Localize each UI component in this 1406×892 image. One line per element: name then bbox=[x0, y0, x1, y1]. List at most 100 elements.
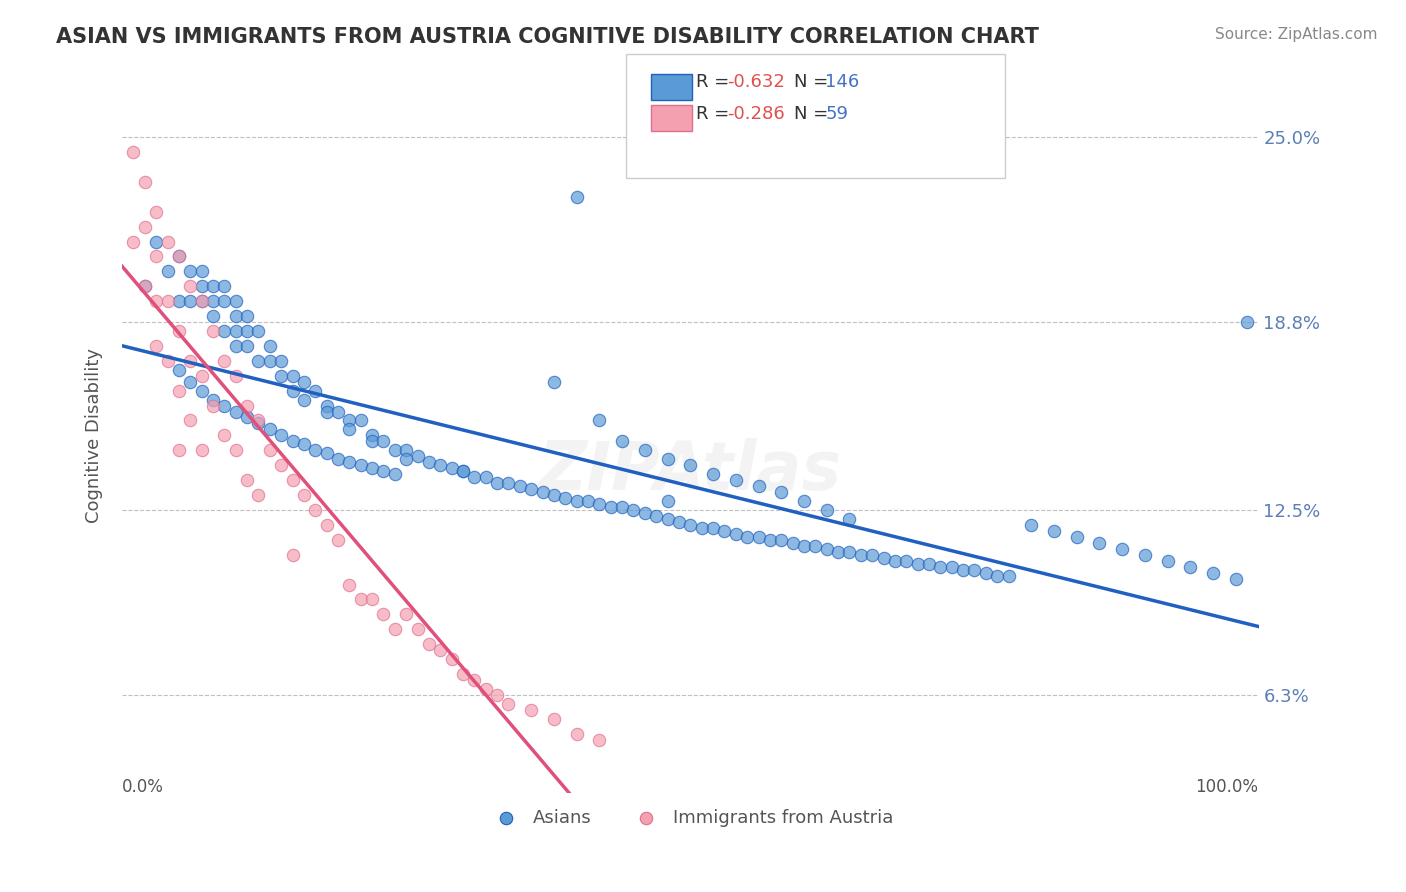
Point bbox=[793, 539, 815, 553]
Point bbox=[225, 443, 247, 458]
Point bbox=[429, 643, 451, 657]
Point bbox=[225, 294, 247, 309]
Point bbox=[326, 404, 349, 418]
Point bbox=[724, 526, 747, 541]
Point bbox=[304, 443, 326, 458]
Point bbox=[259, 422, 281, 436]
Point bbox=[747, 530, 769, 544]
Point bbox=[225, 368, 247, 383]
Point bbox=[201, 309, 224, 323]
Point bbox=[997, 568, 1019, 582]
Point bbox=[361, 428, 384, 442]
Point bbox=[350, 413, 373, 427]
Point bbox=[304, 384, 326, 398]
Point bbox=[167, 324, 190, 338]
Point bbox=[1236, 315, 1258, 329]
Point bbox=[860, 548, 883, 562]
Point bbox=[315, 399, 337, 413]
Text: R =: R = bbox=[696, 104, 735, 122]
Point bbox=[337, 422, 360, 436]
Point bbox=[167, 294, 190, 309]
Point bbox=[610, 434, 633, 449]
Point bbox=[179, 279, 201, 293]
Point bbox=[657, 494, 679, 508]
Point bbox=[236, 410, 259, 425]
Point bbox=[259, 443, 281, 458]
Point bbox=[918, 557, 941, 571]
Point bbox=[463, 470, 485, 484]
Point bbox=[406, 622, 429, 636]
Point bbox=[565, 190, 588, 204]
Point bbox=[634, 506, 657, 520]
Point bbox=[702, 521, 724, 535]
Point bbox=[259, 354, 281, 368]
Point bbox=[451, 464, 474, 478]
Point bbox=[236, 339, 259, 353]
Point bbox=[1043, 524, 1066, 538]
Point bbox=[201, 399, 224, 413]
Point bbox=[406, 450, 429, 464]
Point bbox=[565, 494, 588, 508]
Point bbox=[315, 404, 337, 418]
Point bbox=[1133, 548, 1156, 562]
Point bbox=[735, 530, 758, 544]
Point bbox=[167, 443, 190, 458]
Point bbox=[247, 354, 270, 368]
Text: ZIPAtlas: ZIPAtlas bbox=[538, 438, 842, 504]
Point bbox=[543, 488, 565, 502]
Point bbox=[236, 309, 259, 323]
Point bbox=[292, 488, 315, 502]
Point bbox=[1019, 517, 1042, 532]
Point bbox=[270, 428, 292, 442]
Point bbox=[451, 464, 474, 478]
Point bbox=[281, 384, 304, 398]
Point bbox=[247, 413, 270, 427]
Point bbox=[395, 443, 418, 458]
Point bbox=[610, 500, 633, 514]
Point bbox=[907, 557, 929, 571]
Point bbox=[292, 392, 315, 407]
Point bbox=[236, 324, 259, 338]
Point bbox=[974, 566, 997, 580]
Point bbox=[440, 652, 463, 666]
Point bbox=[281, 434, 304, 449]
Point bbox=[588, 497, 610, 511]
Point bbox=[770, 533, 793, 547]
Point bbox=[337, 577, 360, 591]
Point bbox=[179, 413, 201, 427]
Point bbox=[474, 681, 496, 696]
Text: 100.0%: 100.0% bbox=[1195, 778, 1258, 796]
Point bbox=[543, 712, 565, 726]
Point bbox=[167, 384, 190, 398]
Point bbox=[179, 375, 201, 389]
Point bbox=[145, 235, 167, 249]
Point bbox=[952, 563, 974, 577]
Point bbox=[520, 482, 543, 496]
Point bbox=[270, 354, 292, 368]
Point bbox=[440, 461, 463, 475]
Point bbox=[941, 559, 963, 574]
Point bbox=[668, 515, 690, 529]
Point bbox=[929, 559, 952, 574]
Point bbox=[509, 479, 531, 493]
Point bbox=[190, 384, 212, 398]
Point bbox=[702, 467, 724, 482]
Point bbox=[782, 535, 804, 549]
Point bbox=[690, 521, 713, 535]
Point bbox=[201, 279, 224, 293]
Point bbox=[1088, 535, 1111, 549]
Text: N =: N = bbox=[794, 104, 834, 122]
Point bbox=[486, 688, 509, 702]
Text: N =: N = bbox=[794, 73, 834, 91]
Point bbox=[190, 264, 212, 278]
Point bbox=[179, 294, 201, 309]
Point bbox=[361, 461, 384, 475]
Point bbox=[337, 455, 360, 469]
Point bbox=[247, 488, 270, 502]
Point bbox=[498, 697, 520, 711]
Point bbox=[122, 235, 145, 249]
Point bbox=[201, 392, 224, 407]
Point bbox=[1225, 572, 1247, 586]
Point bbox=[134, 279, 156, 293]
Point bbox=[883, 554, 905, 568]
